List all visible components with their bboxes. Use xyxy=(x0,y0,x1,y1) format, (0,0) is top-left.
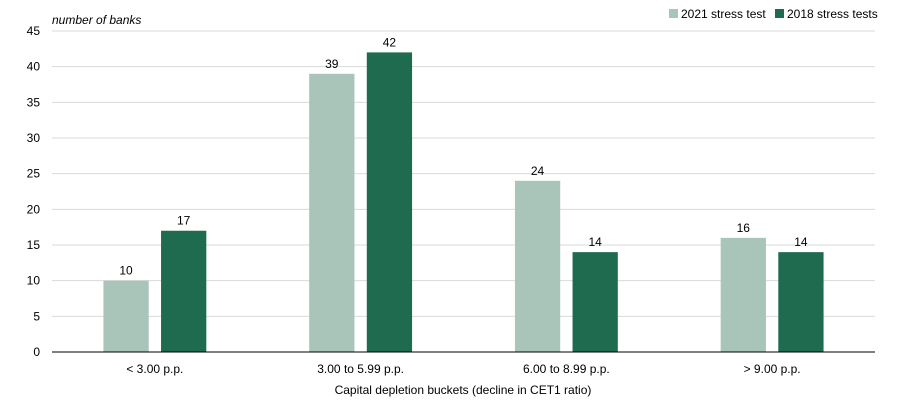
y-tick-label: 45 xyxy=(27,24,41,38)
legend: 2021 stress test 2018 stress tests xyxy=(669,7,878,21)
y-axis: 0 5 10 15 20 25 30 35 40 45 xyxy=(27,24,41,359)
legend-label-2021: 2021 stress test xyxy=(681,7,766,21)
y-tick-label: 5 xyxy=(33,309,40,323)
data-label: 10 xyxy=(119,264,133,278)
x-tick-label: > 9.00 p.p. xyxy=(744,362,801,376)
legend-swatch-2021 xyxy=(669,9,678,18)
y-tick-label: 25 xyxy=(27,167,41,181)
x-tick-label: < 3.00 p.p. xyxy=(126,362,183,376)
y-tick-label: 30 xyxy=(27,131,41,145)
bar xyxy=(366,52,413,353)
bar xyxy=(720,237,766,352)
bar xyxy=(778,252,824,352)
bar xyxy=(103,280,149,352)
plot-area: 10 17 39 42 24 14 16 14 xyxy=(103,35,824,353)
bar xyxy=(309,73,355,353)
data-label: 14 xyxy=(589,235,603,249)
x-axis: < 3.00 p.p. 3.00 to 5.99 p.p. 6.00 to 8.99… xyxy=(126,362,800,376)
x-tick-label: 3.00 to 5.99 p.p. xyxy=(317,362,404,376)
x-tick-label: 6.00 to 8.99 p.p. xyxy=(523,362,610,376)
data-label: 14 xyxy=(794,235,808,249)
legend-swatch-2018 xyxy=(775,9,784,18)
y-tick-label: 0 xyxy=(33,345,40,359)
data-label: 17 xyxy=(177,214,191,228)
data-label: 39 xyxy=(325,57,339,71)
data-label: 16 xyxy=(737,221,751,235)
y-tick-label: 15 xyxy=(27,238,41,252)
bar xyxy=(514,180,561,352)
y-tick-label: 10 xyxy=(27,274,41,288)
bar xyxy=(572,252,618,352)
unit-label: number of banks xyxy=(52,13,141,27)
bar xyxy=(161,230,207,352)
y-tick-label: 40 xyxy=(27,60,41,74)
y-tick-label: 20 xyxy=(27,202,41,216)
data-label: 42 xyxy=(383,35,397,49)
y-tick-label: 35 xyxy=(27,95,41,109)
legend-label-2018: 2018 stress tests xyxy=(787,7,878,21)
x-axis-title: Capital depletion buckets (decline in CE… xyxy=(335,383,592,397)
data-label: 24 xyxy=(531,164,545,178)
